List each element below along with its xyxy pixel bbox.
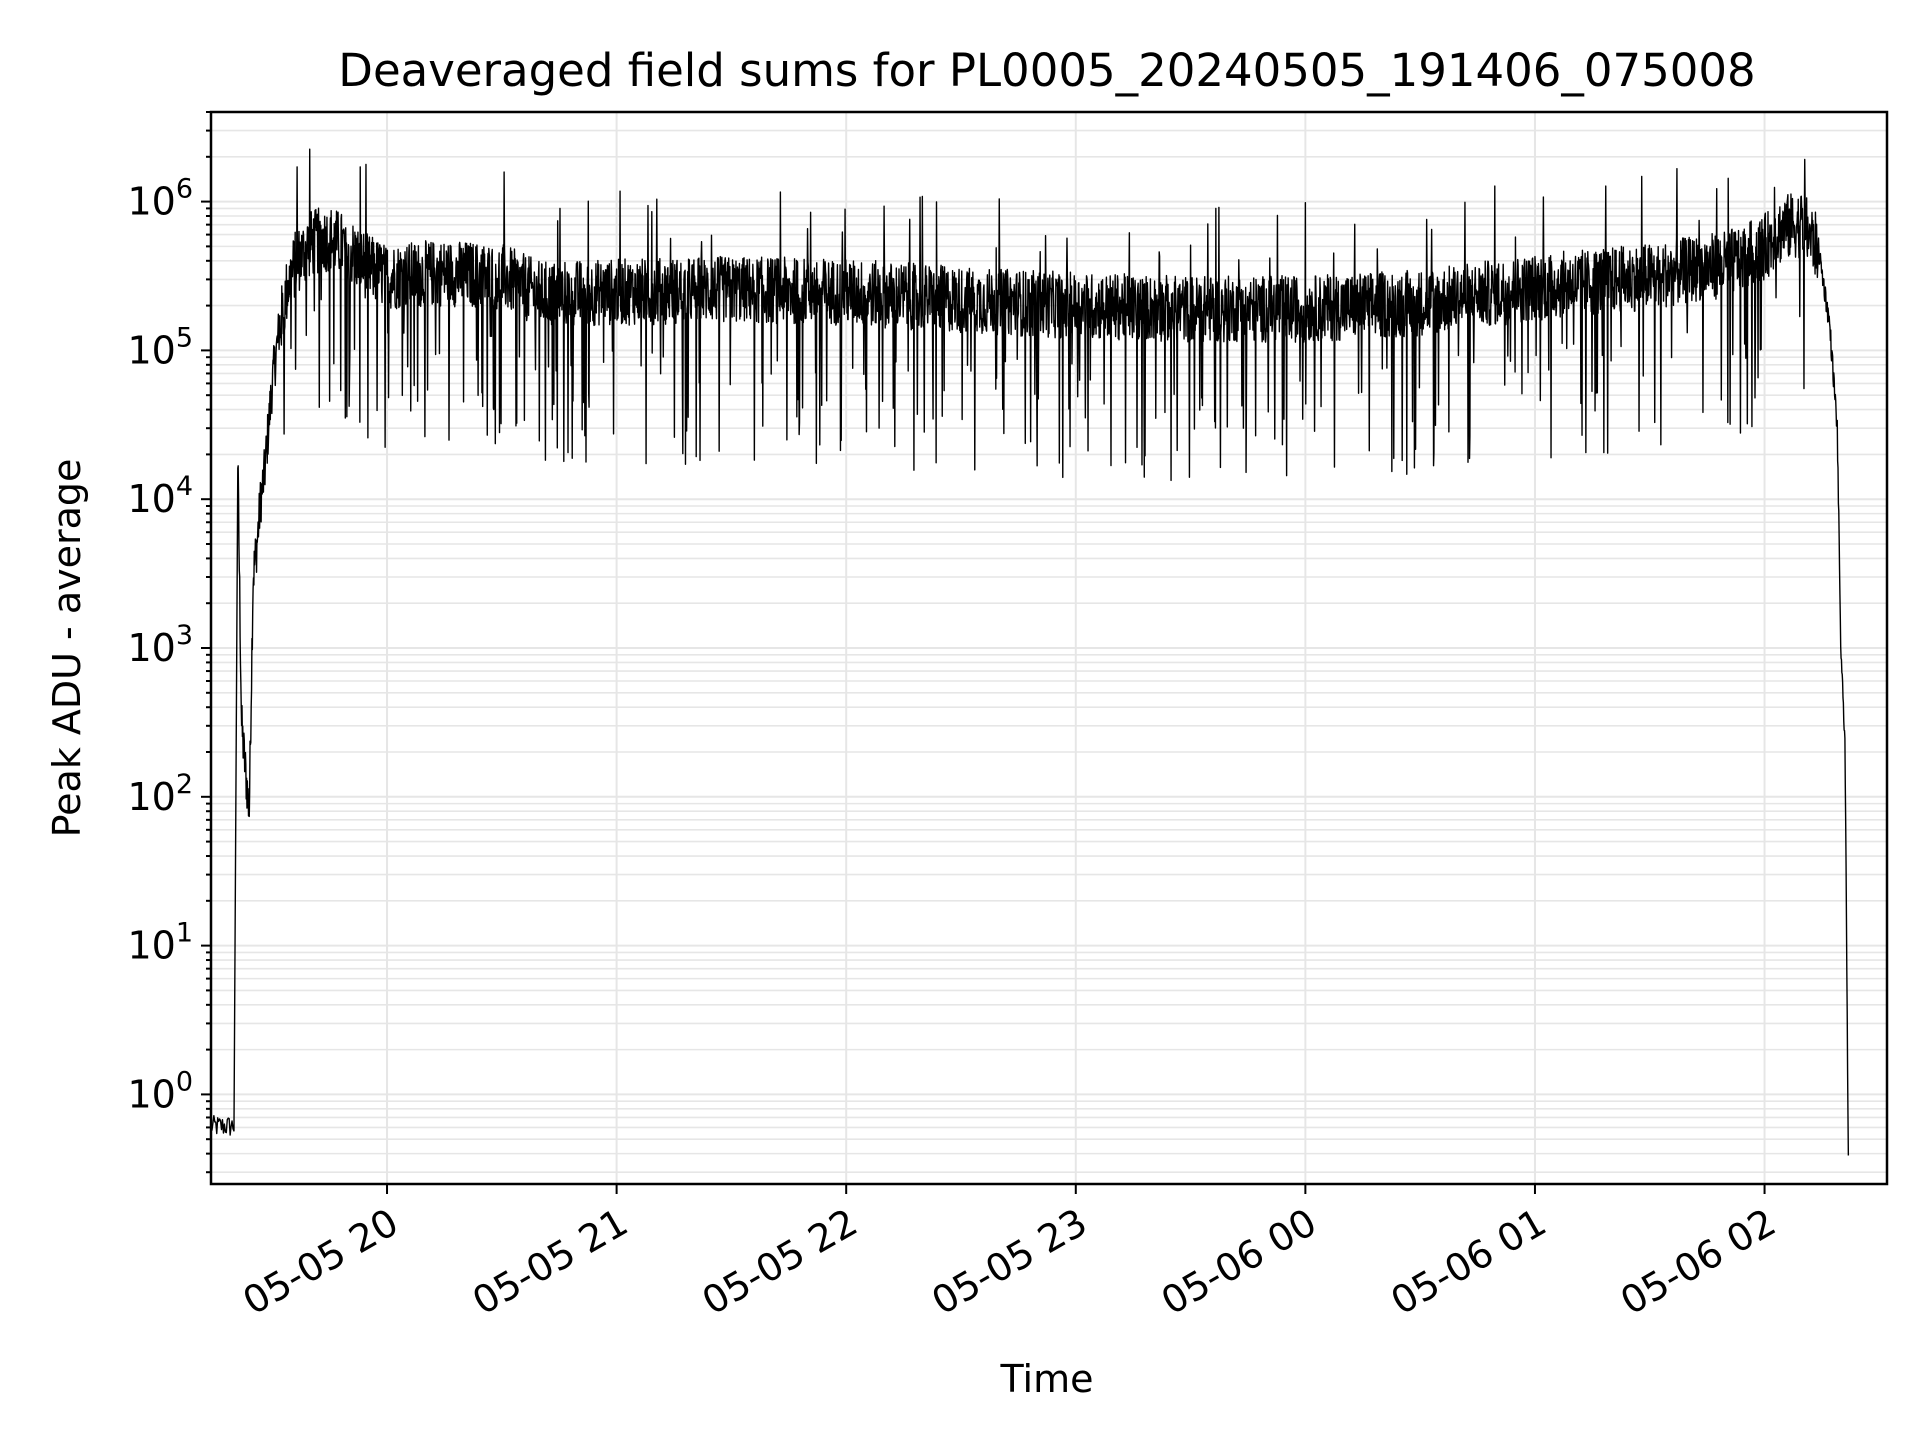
y-tick-label: 106: [127, 174, 193, 224]
y-tick-label: 104: [127, 471, 193, 521]
y-tick-label: 100: [127, 1066, 193, 1116]
y-axis-label: Peak ADU - average: [45, 459, 89, 838]
x-axis-label: Time: [1000, 1357, 1094, 1401]
data-series: [210, 148, 1850, 1156]
chart-title: Deaveraged field sums for PL0005_2024050…: [338, 44, 1755, 97]
y-tick-label: 101: [127, 918, 193, 968]
y-tick-label: 103: [127, 620, 193, 670]
y-tick-label: 102: [127, 769, 193, 819]
series-line: [210, 148, 1850, 1156]
y-tick-label: 105: [127, 322, 193, 372]
